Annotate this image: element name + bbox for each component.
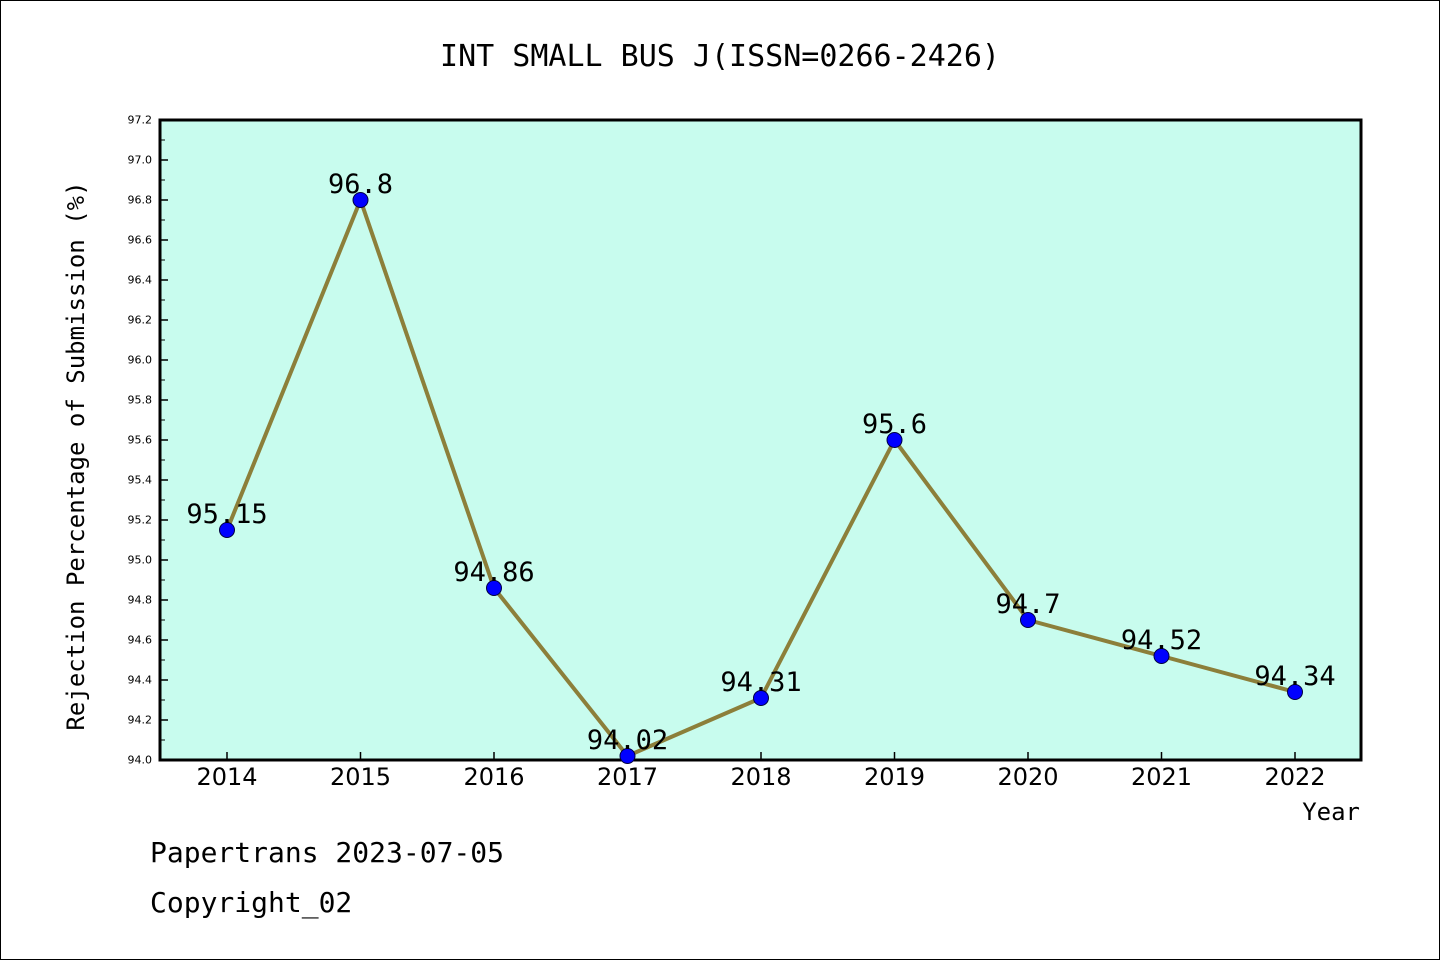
y-axis-label: Rejection Percentage of Submission (%) xyxy=(62,181,90,730)
data-label: 94.86 xyxy=(453,557,534,588)
data-label: 94.02 xyxy=(587,725,668,756)
data-label: 94.31 xyxy=(720,667,801,698)
x-tick-label: 2016 xyxy=(463,763,524,791)
y-axis-ticks: 94.0 94.2 94.4 94.6 94.8 95.0 95.2 95.4 95.6 95.8… xyxy=(128,114,168,767)
y-tick-label: 96.4 xyxy=(128,274,153,287)
data-label: 94.52 xyxy=(1121,625,1202,656)
data-point-marker xyxy=(352,192,369,208)
x-tick-label: 2018 xyxy=(730,763,791,791)
x-tick-label: 2020 xyxy=(997,763,1058,791)
x-tick-label: 2022 xyxy=(1264,763,1325,791)
x-tick-label: 2015 xyxy=(330,763,391,791)
data-point-marker xyxy=(1287,684,1303,700)
data-point-marker xyxy=(619,748,636,764)
data-point-marker xyxy=(886,432,903,448)
x-tick-label: 2021 xyxy=(1131,763,1192,791)
y-tick-label: 94.8 xyxy=(128,594,153,607)
y-tick-label: 96.0 xyxy=(128,354,153,367)
data-label: 94.34 xyxy=(1254,661,1335,692)
x-axis-ticks: 2014 2015 2016 2017 2018 2019 2020 2021 2022 xyxy=(196,752,1326,791)
footer-copyright: Copyright_02 xyxy=(150,886,353,919)
data-label: 96.8 xyxy=(328,169,393,200)
data-point-marker xyxy=(1153,648,1170,664)
x-tick-label: 2017 xyxy=(597,763,658,791)
y-tick-label: 95.8 xyxy=(128,394,153,407)
x-tick-label: 2019 xyxy=(864,763,925,791)
y-tick-label: 94.0 xyxy=(128,754,153,767)
y-tick-label: 95.2 xyxy=(128,514,153,527)
footer-date: Papertrans 2023-07-05 xyxy=(150,836,505,869)
y-tick-label: 95.0 xyxy=(128,554,153,567)
plot-area xyxy=(158,118,1363,762)
y-tick-label: 96.2 xyxy=(128,314,153,327)
data-label: 95.15 xyxy=(186,499,267,530)
x-tick-label: 2014 xyxy=(196,763,257,791)
y-tick-label: 97.0 xyxy=(128,154,153,167)
y-tick-label: 96.8 xyxy=(128,194,153,207)
x-axis-label: Year xyxy=(1302,798,1360,826)
data-label: 95.6 xyxy=(862,409,927,440)
data-point-marker xyxy=(1020,612,1036,628)
y-tick-label: 94.6 xyxy=(128,634,153,647)
data-point-marker xyxy=(219,522,235,538)
data-label: 94.7 xyxy=(995,589,1060,620)
y-tick-label: 97.2 xyxy=(128,114,153,127)
data-point-marker xyxy=(753,690,769,706)
y-tick-label: 96.6 xyxy=(128,234,153,247)
data-labels: 95.15 96.8 94.86 94.02 94.31 95.6 94.7 94.52 94.… xyxy=(186,169,1335,756)
y-tick-label: 95.6 xyxy=(128,434,153,447)
y-tick-label: 94.2 xyxy=(128,714,153,727)
y-tick-label: 94.4 xyxy=(128,674,153,687)
chart-title: INT SMALL BUS J(ISSN=0266-2426) xyxy=(440,39,1000,74)
data-point-marker xyxy=(486,580,502,596)
series-markers xyxy=(219,192,1303,764)
y-tick-label: 95.4 xyxy=(128,474,153,487)
